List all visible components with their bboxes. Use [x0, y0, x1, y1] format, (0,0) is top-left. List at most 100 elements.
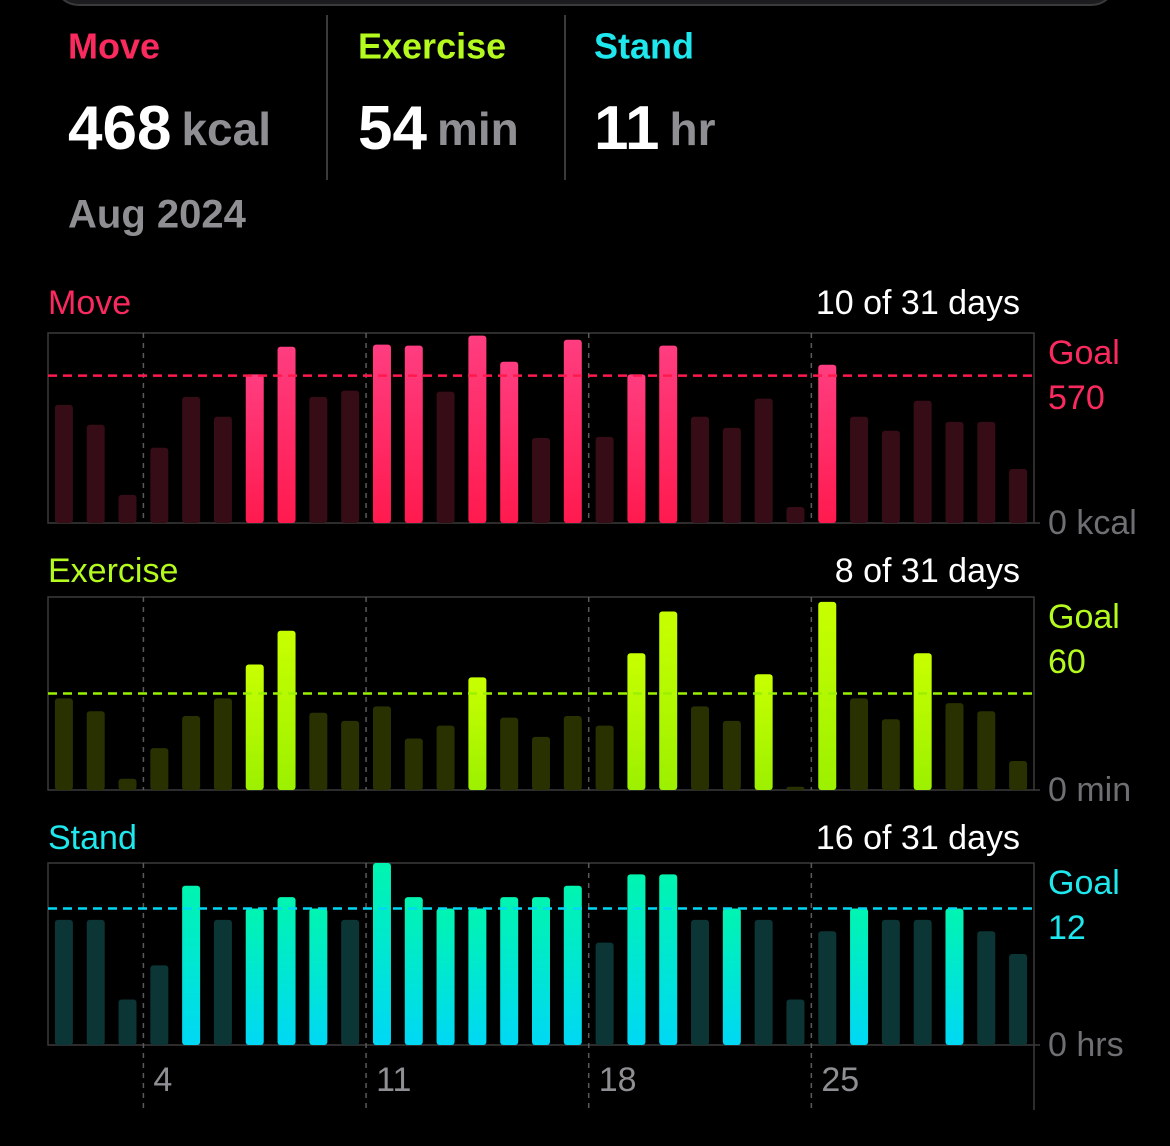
bar	[977, 931, 996, 1045]
bar	[881, 719, 900, 790]
bar	[659, 345, 678, 523]
bar	[341, 390, 360, 523]
bar	[150, 447, 169, 523]
bar	[372, 344, 391, 523]
goal-label: Goal	[1048, 598, 1120, 636]
x-tick-label: 4	[153, 1061, 172, 1099]
bar	[54, 919, 73, 1045]
bar	[309, 712, 328, 790]
bar	[86, 424, 105, 523]
bar	[850, 908, 869, 1045]
bar	[850, 698, 869, 790]
bar	[309, 908, 328, 1045]
ring-total: 54 min	[358, 94, 519, 163]
bar	[532, 897, 550, 1045]
bar	[54, 404, 73, 523]
bar	[213, 416, 232, 523]
bar	[722, 427, 741, 523]
bar	[372, 863, 391, 1045]
bar	[468, 335, 487, 523]
bar	[54, 698, 73, 790]
bar	[309, 396, 328, 523]
bar	[500, 361, 519, 523]
bar	[118, 494, 137, 523]
bar	[468, 908, 487, 1045]
bar	[818, 364, 837, 523]
bar	[691, 706, 710, 790]
bar	[532, 736, 550, 790]
bar	[818, 931, 837, 1045]
ring-label: Stand	[594, 26, 694, 67]
bar	[913, 653, 932, 790]
bar	[532, 437, 550, 523]
bar	[595, 725, 614, 790]
bar	[786, 506, 805, 523]
bar	[436, 725, 455, 790]
summary: Move 468 kcal Exercise 54 min Stand 11 hr	[68, 26, 716, 164]
bar	[245, 374, 264, 523]
goal-value: 570	[1048, 379, 1105, 417]
ring-unit: hr	[670, 103, 716, 155]
bar	[659, 874, 678, 1045]
bar	[150, 748, 169, 790]
bar	[245, 908, 264, 1045]
bar	[977, 711, 996, 790]
goal-label: Goal	[1048, 334, 1120, 372]
ring-value: 54	[358, 94, 427, 163]
goal-value: 60	[1048, 643, 1086, 681]
bar	[277, 346, 296, 523]
ring-total: 11 hr	[594, 94, 716, 163]
x-tick-label: 11	[376, 1061, 411, 1099]
y-tick-label: 0 min	[1048, 771, 1131, 809]
bar	[277, 897, 296, 1045]
bar	[754, 919, 773, 1045]
chart-subtitle: 16 of 31 days	[816, 819, 1020, 857]
bar	[468, 677, 487, 790]
x-tick-label: 18	[599, 1061, 637, 1099]
bar	[436, 391, 455, 523]
bar	[182, 396, 201, 523]
ring-unit: kcal	[181, 103, 271, 155]
bar	[404, 738, 423, 790]
bar	[372, 706, 391, 790]
bar	[404, 897, 423, 1045]
period: Aug 2024	[68, 193, 247, 237]
bar	[722, 908, 741, 1045]
ring-unit: min	[437, 103, 519, 155]
ring-label: Exercise	[358, 26, 506, 67]
goal-value: 12	[1048, 909, 1086, 947]
bar	[754, 398, 773, 523]
bar	[627, 374, 646, 523]
bar	[913, 919, 932, 1045]
bar	[1009, 468, 1028, 523]
chart-subtitle: 10 of 31 days	[816, 284, 1020, 322]
bar	[213, 919, 232, 1045]
bar	[213, 698, 232, 790]
bar	[86, 711, 105, 790]
goal-label: Goal	[1048, 864, 1120, 902]
bar	[563, 339, 582, 523]
bar	[595, 942, 614, 1045]
bar	[881, 919, 900, 1045]
bar	[691, 416, 710, 523]
bar	[563, 885, 582, 1045]
chart-title: Stand	[48, 819, 137, 857]
bar	[341, 919, 360, 1045]
bar	[500, 897, 519, 1045]
y-tick-label: 0 hrs	[1048, 1026, 1124, 1064]
chart-title: Move	[48, 284, 131, 322]
bar	[850, 416, 869, 523]
chart-subtitle: 8 of 31 days	[835, 552, 1020, 590]
bar	[341, 720, 360, 790]
bar	[436, 908, 455, 1045]
bar	[977, 421, 996, 523]
bar	[881, 430, 900, 523]
bar	[404, 345, 423, 523]
y-tick-label: 0 kcal	[1048, 504, 1137, 542]
ring-label: Move	[68, 26, 160, 67]
bar	[722, 720, 741, 790]
ring-value: 468	[68, 94, 171, 163]
bar	[818, 601, 837, 790]
